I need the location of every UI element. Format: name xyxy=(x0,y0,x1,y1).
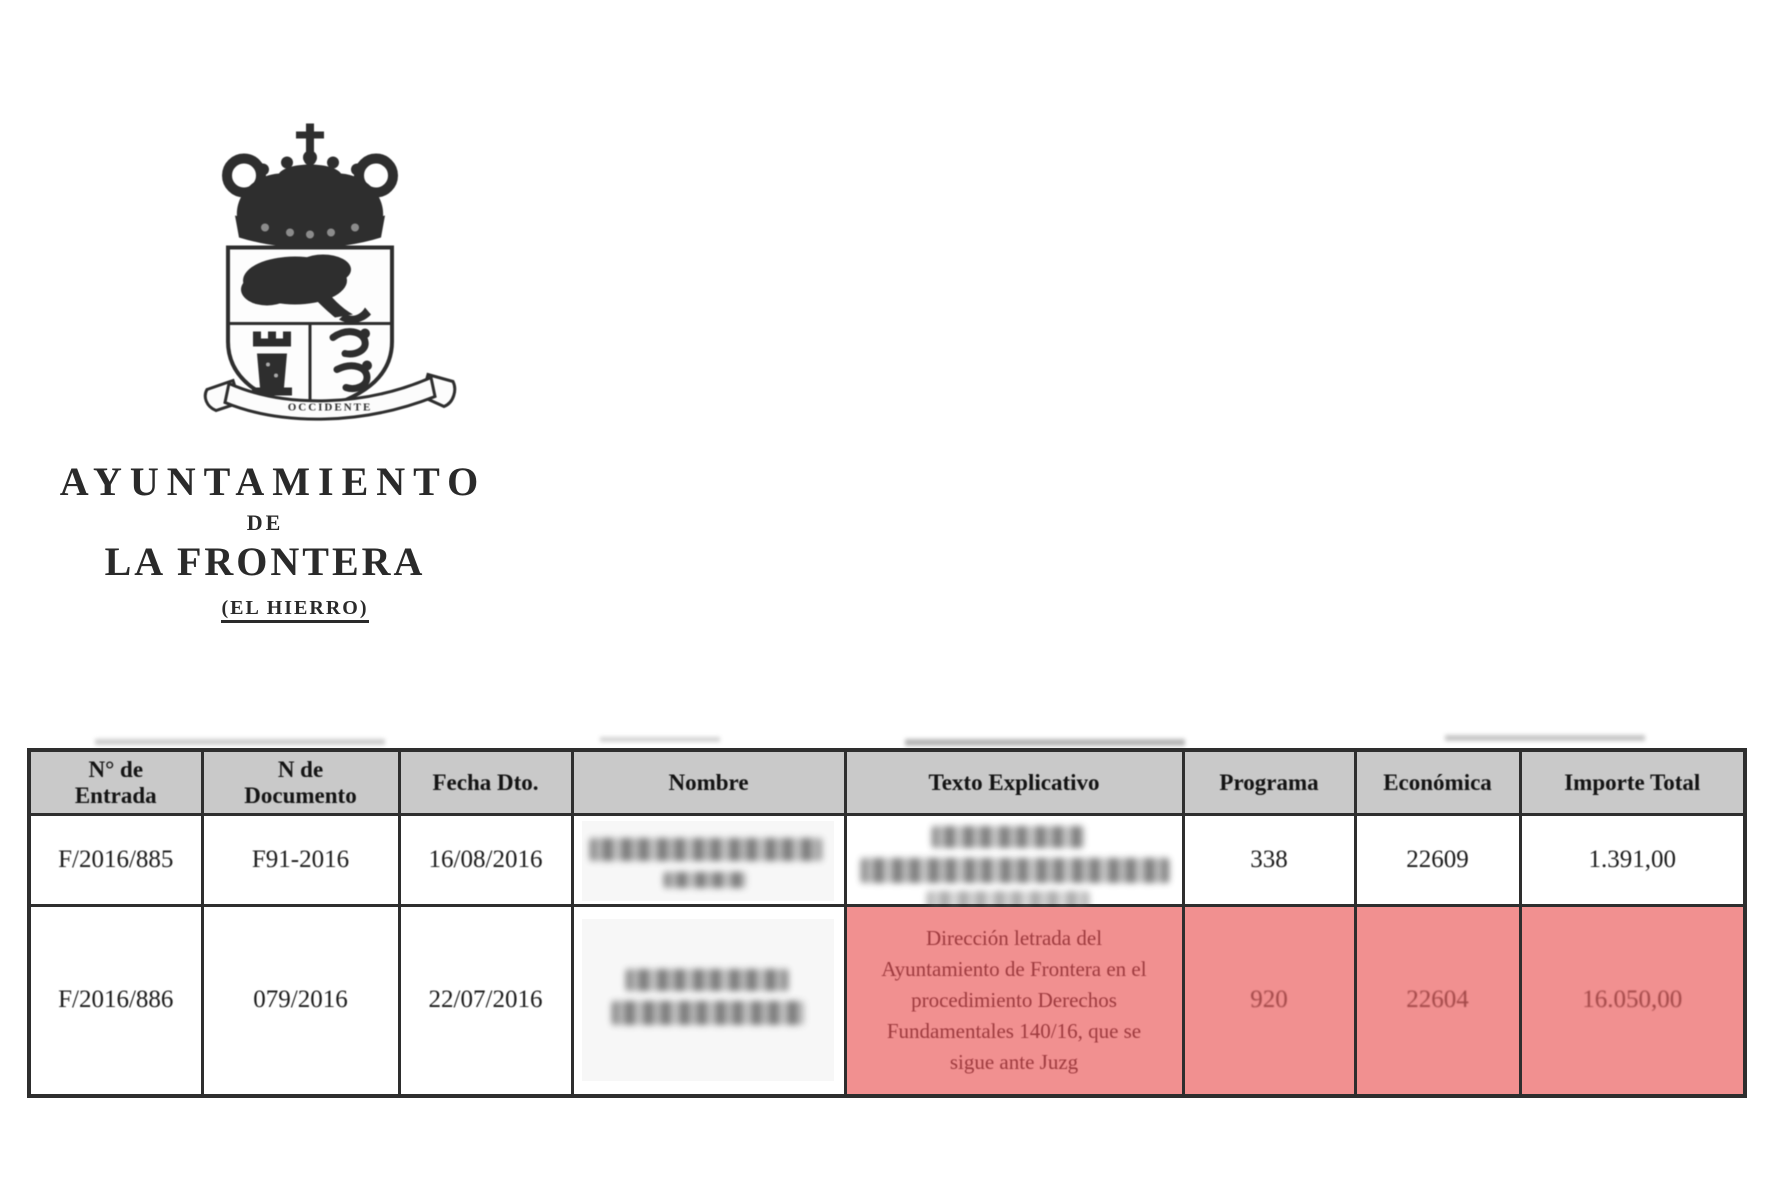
cell-programa: 338 xyxy=(1181,813,1357,907)
org-name-island: (EL HIERRO) xyxy=(60,597,530,623)
shield-icon xyxy=(226,245,394,415)
scan-smudge xyxy=(1445,735,1645,741)
org-name-line-2: DE xyxy=(246,510,284,535)
column-header-programa: Programa xyxy=(1181,748,1357,816)
cell-nombre xyxy=(570,904,847,1097)
motto-ribbon-icon: OCCIDENTE xyxy=(203,372,457,421)
cell-importe: 1.391,00 xyxy=(1518,813,1747,907)
cell-documento: 079/2016 xyxy=(200,904,401,1097)
column-header-texto: Texto Explicativo xyxy=(843,748,1185,816)
header-row: N° de Entrada N de Documento Fecha Dto. … xyxy=(27,748,1747,816)
lizards-icon xyxy=(329,328,372,392)
cell-texto xyxy=(843,813,1185,913)
cell-entrada: F/2016/886 xyxy=(27,904,204,1097)
cell-nombre xyxy=(570,813,847,907)
cell-programa-highlighted: 920 xyxy=(1181,904,1357,1097)
column-header-fecha: Fecha Dto. xyxy=(397,748,574,816)
scan-smudge xyxy=(95,739,385,745)
column-header-importe: Importe Total xyxy=(1518,748,1747,816)
invoice-register-table: N° de Entrada N de Documento Fecha Dto. … xyxy=(27,748,1747,1098)
whiteout-patch xyxy=(581,821,834,901)
highlighted-explanatory-text: Dirección letrada del Ayuntamiento de Fr… xyxy=(881,925,1147,1074)
column-header-entrada: N° de Entrada xyxy=(27,748,204,816)
redacted-text-blur xyxy=(625,969,788,991)
cell-documento: F91-2016 xyxy=(200,813,401,907)
cell-fecha: 16/08/2016 xyxy=(397,813,574,907)
redacted-text-blur xyxy=(611,1001,804,1025)
column-header-documento: N de Documento xyxy=(200,748,401,816)
cell-economica-highlighted: 22604 xyxy=(1353,904,1522,1097)
redacted-text-blur xyxy=(663,872,746,888)
org-name-line-3: LA FRONTERA xyxy=(104,539,426,584)
cell-importe-highlighted: 16.050,00 xyxy=(1518,904,1747,1097)
redacted-text-blur xyxy=(589,838,822,861)
column-header-nombre: Nombre xyxy=(570,748,847,816)
cell-entrada: F/2016/885 xyxy=(27,813,204,907)
scan-smudge xyxy=(905,739,1185,746)
table-row: F/2016/886 079/2016 22/07/2016 Dirección… xyxy=(27,904,1747,1097)
crown-icon xyxy=(222,123,398,248)
crest-motto: OCCIDENTE xyxy=(288,402,373,414)
whiteout-patch xyxy=(581,919,834,1081)
scan-smudge xyxy=(600,737,720,742)
juniper-tree-icon xyxy=(241,254,371,323)
cell-economica: 22609 xyxy=(1353,813,1522,907)
cell-fecha: 22/07/2016 xyxy=(397,904,574,1097)
cell-texto-highlighted: Dirección letrada del Ayuntamiento de Fr… xyxy=(843,904,1185,1097)
redacted-text-blur xyxy=(860,858,1169,883)
redacted-text-blur xyxy=(931,826,1084,848)
column-header-economica: Económica xyxy=(1353,748,1522,816)
table-row: F/2016/885 F91-2016 16/08/2016 338 22609… xyxy=(27,813,1747,913)
municipal-crest-icon: OCCIDENTE xyxy=(203,123,457,421)
org-name-line-1: AYUNTAMIENTO xyxy=(59,459,487,504)
